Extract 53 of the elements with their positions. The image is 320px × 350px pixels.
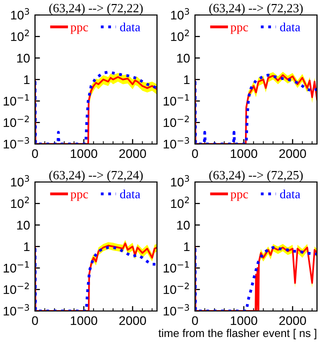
chart-title: (63,24) --> (72,23) [209, 4, 303, 15]
legend-label: data [280, 190, 300, 198]
x-tick-label: 0 [192, 316, 198, 326]
y-tick-label: 1 [24, 75, 30, 84]
x-tick-label: 2000 [279, 316, 306, 326]
y-tick-label: 10$^{−1}$ [4, 94, 29, 106]
y-tick-label: 10$^{−3}$ [164, 137, 189, 149]
y-tick-label: 10$^{−2}$ [164, 116, 189, 128]
y-tick-label: 10$^{−3}$ [164, 304, 189, 316]
y-tick-label: 10$^{2}$ [11, 196, 29, 208]
y-tick-label: 10$^{−1}$ [164, 261, 189, 273]
y-tick-label: 10$^{3}$ [11, 175, 30, 187]
legend-label: data [280, 22, 300, 32]
x-tick-label: 2000 [119, 149, 146, 158]
y-tick-label: 10 [177, 220, 190, 230]
x-tick-label: 2000 [119, 316, 146, 326]
text: ppc [230, 192, 248, 201]
legend-label: ppc [70, 25, 88, 34]
y-tick-label: 10$^{3}$ [11, 8, 30, 20]
x-tick-label: 1000 [230, 316, 258, 326]
chart-title: (63,24) --> (72,24) [49, 170, 143, 182]
y-tick-label: 10$^{3}$ [171, 175, 190, 187]
y-tick-label: 10 [17, 54, 30, 63]
x-tick-label: 0 [32, 149, 38, 158]
y-tick-label: 10 [17, 220, 30, 230]
x-tick-label: 1000 [70, 316, 98, 326]
y-tick-label: 10 [177, 54, 190, 63]
y-tick-label: 10$^{−2}$ [4, 116, 29, 128]
x-tick-label: 1000 [70, 149, 98, 158]
x-axis-title: time from the flasher event [ ns ] [158, 328, 316, 340]
y-tick-label: 10$^{−2}$ [164, 282, 189, 294]
x-tick-label: 2000 [279, 149, 306, 158]
y-tick-label: 1 [184, 242, 190, 252]
x-tick-label: 0 [192, 149, 198, 158]
legend-label: data [120, 22, 140, 32]
y-tick-label: 10$^{2}$ [11, 30, 29, 42]
chart-title: (63,24) --> (72,22) [49, 4, 143, 15]
x-tick-label: 0 [32, 316, 38, 326]
text: ppc [230, 25, 248, 34]
y-tick-label: 10$^{2}$ [171, 196, 189, 208]
y-tick-label: 1 [24, 242, 30, 252]
y-tick-label: 10$^{−1}$ [4, 261, 29, 273]
y-tick-label: 10$^{−3}$ [4, 304, 29, 316]
y-tick-label: 10$^{−1}$ [164, 94, 189, 106]
x-tick-label: 1000 [230, 149, 258, 158]
legend-label: ppc [70, 192, 88, 201]
y-tick-label: 10$^{−2}$ [4, 282, 29, 294]
y-tick-label: 1 [184, 75, 190, 84]
y-tick-label: 10$^{2}$ [171, 30, 189, 42]
y-tick-label: 10$^{3}$ [171, 8, 190, 20]
chart-title: (63,24) --> (72,25) [209, 170, 303, 182]
y-tick-label: 10$^{−3}$ [4, 137, 29, 149]
legend-label: data [120, 190, 140, 198]
